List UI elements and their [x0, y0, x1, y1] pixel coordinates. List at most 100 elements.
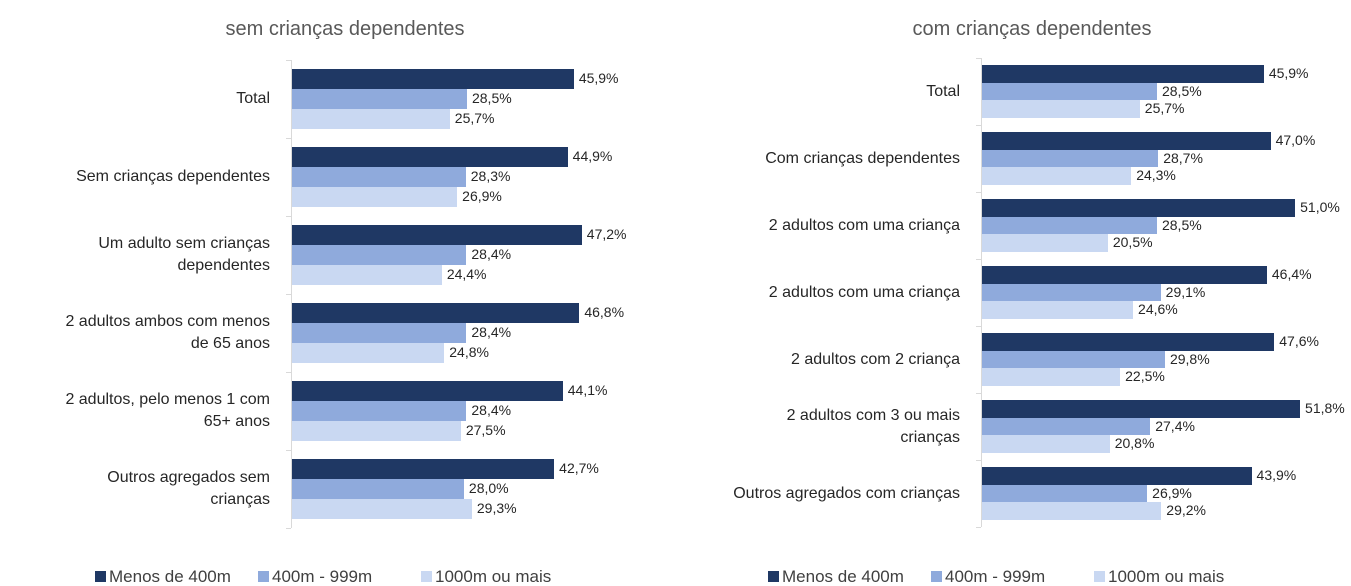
value-label: 24,8% [449, 344, 489, 360]
value-label: 28,5% [471, 90, 512, 106]
axis-tick [286, 528, 291, 529]
bar [982, 301, 1134, 319]
value-label: 20,8% [1114, 435, 1155, 451]
legend-label: 1000m ou mais [435, 567, 552, 586]
axis-tick [976, 125, 981, 126]
category-label: Outros agregados com crianças [733, 484, 960, 502]
axis-tick [976, 326, 981, 327]
bar [982, 167, 1132, 185]
category-label: 2 adultos, pelo menos 1 com 65+ anos [65, 391, 270, 430]
category-label: Um adulto sem crianças dependentes [98, 235, 270, 274]
value-label: 28,4% [471, 324, 512, 340]
value-label: 26,9% [1152, 484, 1192, 501]
category-label: 2 adultos ambos com menos de 65 anos [65, 313, 270, 352]
value-label: 28,5% [1161, 82, 1202, 99]
value-label: 45,9% [578, 70, 619, 86]
value-label: 29,1% [1165, 283, 1206, 300]
bar [982, 132, 1271, 150]
bar [292, 323, 467, 343]
bar [292, 147, 568, 167]
category-label: 2 adultos com uma criança [768, 283, 960, 301]
category-label: Sem crianças dependentes [76, 168, 270, 185]
category-label: Outros agregados sem crianças [107, 469, 270, 508]
axis-tick [976, 393, 981, 394]
axis-tick [976, 259, 981, 260]
value-label: 24,6% [1138, 301, 1178, 317]
bar [292, 303, 580, 323]
value-label: 22,5% [1125, 368, 1165, 384]
category-label: 2 adultos com uma criança [768, 216, 960, 234]
axis-tick [286, 450, 291, 451]
axis-tick [976, 460, 981, 461]
legend-label: 1000m ou mais [1108, 567, 1225, 586]
category-axis [291, 60, 292, 528]
bar [982, 435, 1110, 453]
value-label: 47,6% [1279, 333, 1319, 349]
bar [982, 149, 1159, 168]
legend-swatch [421, 571, 432, 582]
bar [292, 343, 445, 363]
value-label: 25,7% [454, 110, 495, 126]
bar [982, 467, 1252, 485]
value-label: 24,3% [1136, 167, 1176, 183]
legend-swatch [768, 571, 779, 582]
bar [982, 350, 1165, 369]
axis-tick [286, 372, 291, 373]
axis-tick [286, 294, 291, 295]
bar [292, 459, 555, 479]
legend-swatch [95, 571, 106, 582]
category-label: 2 adultos com 3 ou mais crianças [786, 406, 960, 446]
value-label: 44,9% [572, 148, 613, 164]
bar [292, 401, 467, 421]
category-label: Total [236, 90, 270, 107]
legend-swatch [931, 571, 942, 582]
value-label: 24,4% [446, 266, 487, 282]
axis-tick [286, 216, 291, 217]
chart-title: sem crianças dependentes [225, 18, 465, 40]
axis-tick [976, 58, 981, 59]
value-label: 28,4% [471, 246, 512, 262]
value-label: 28,4% [471, 402, 512, 418]
bar [292, 421, 461, 441]
bar [292, 69, 574, 89]
chart-title: com crianças dependentes [912, 18, 1152, 40]
value-label: 46,4% [1271, 266, 1312, 282]
legend-label: Menos de 400m [109, 567, 231, 586]
bar [982, 266, 1267, 284]
bar [292, 499, 472, 519]
value-label: 28,3% [470, 168, 511, 184]
bar [982, 368, 1121, 386]
value-label: 47,0% [1275, 132, 1316, 148]
value-label: 46,8% [584, 304, 625, 320]
value-label: 26,9% [462, 188, 502, 204]
bar [982, 417, 1151, 436]
value-label: 28,7% [1163, 149, 1203, 166]
bar [982, 82, 1157, 101]
bar [292, 245, 467, 265]
value-label: 25,7% [1144, 100, 1185, 116]
bar [982, 283, 1161, 302]
bar [982, 333, 1275, 351]
value-label: 45,9% [1268, 65, 1309, 81]
value-label: 44,1% [567, 382, 608, 398]
bar [292, 109, 450, 129]
bar [292, 187, 458, 207]
bar [292, 479, 464, 499]
axis-tick [286, 60, 291, 61]
category-axis [981, 58, 982, 527]
bar [982, 216, 1157, 235]
value-label: 29,8% [1169, 350, 1210, 367]
bar [292, 89, 467, 109]
bar [982, 484, 1148, 503]
bar [982, 234, 1108, 252]
legend-label: 400m - 999m [945, 567, 1046, 586]
bar [982, 400, 1301, 418]
value-label: 51,8% [1305, 400, 1345, 416]
value-label: 29,2% [1166, 502, 1206, 518]
value-label: 27,5% [465, 422, 506, 438]
value-label: 47,2% [586, 226, 627, 242]
axis-tick [976, 527, 981, 528]
bar [982, 100, 1140, 118]
value-label: 28,0% [468, 480, 509, 496]
